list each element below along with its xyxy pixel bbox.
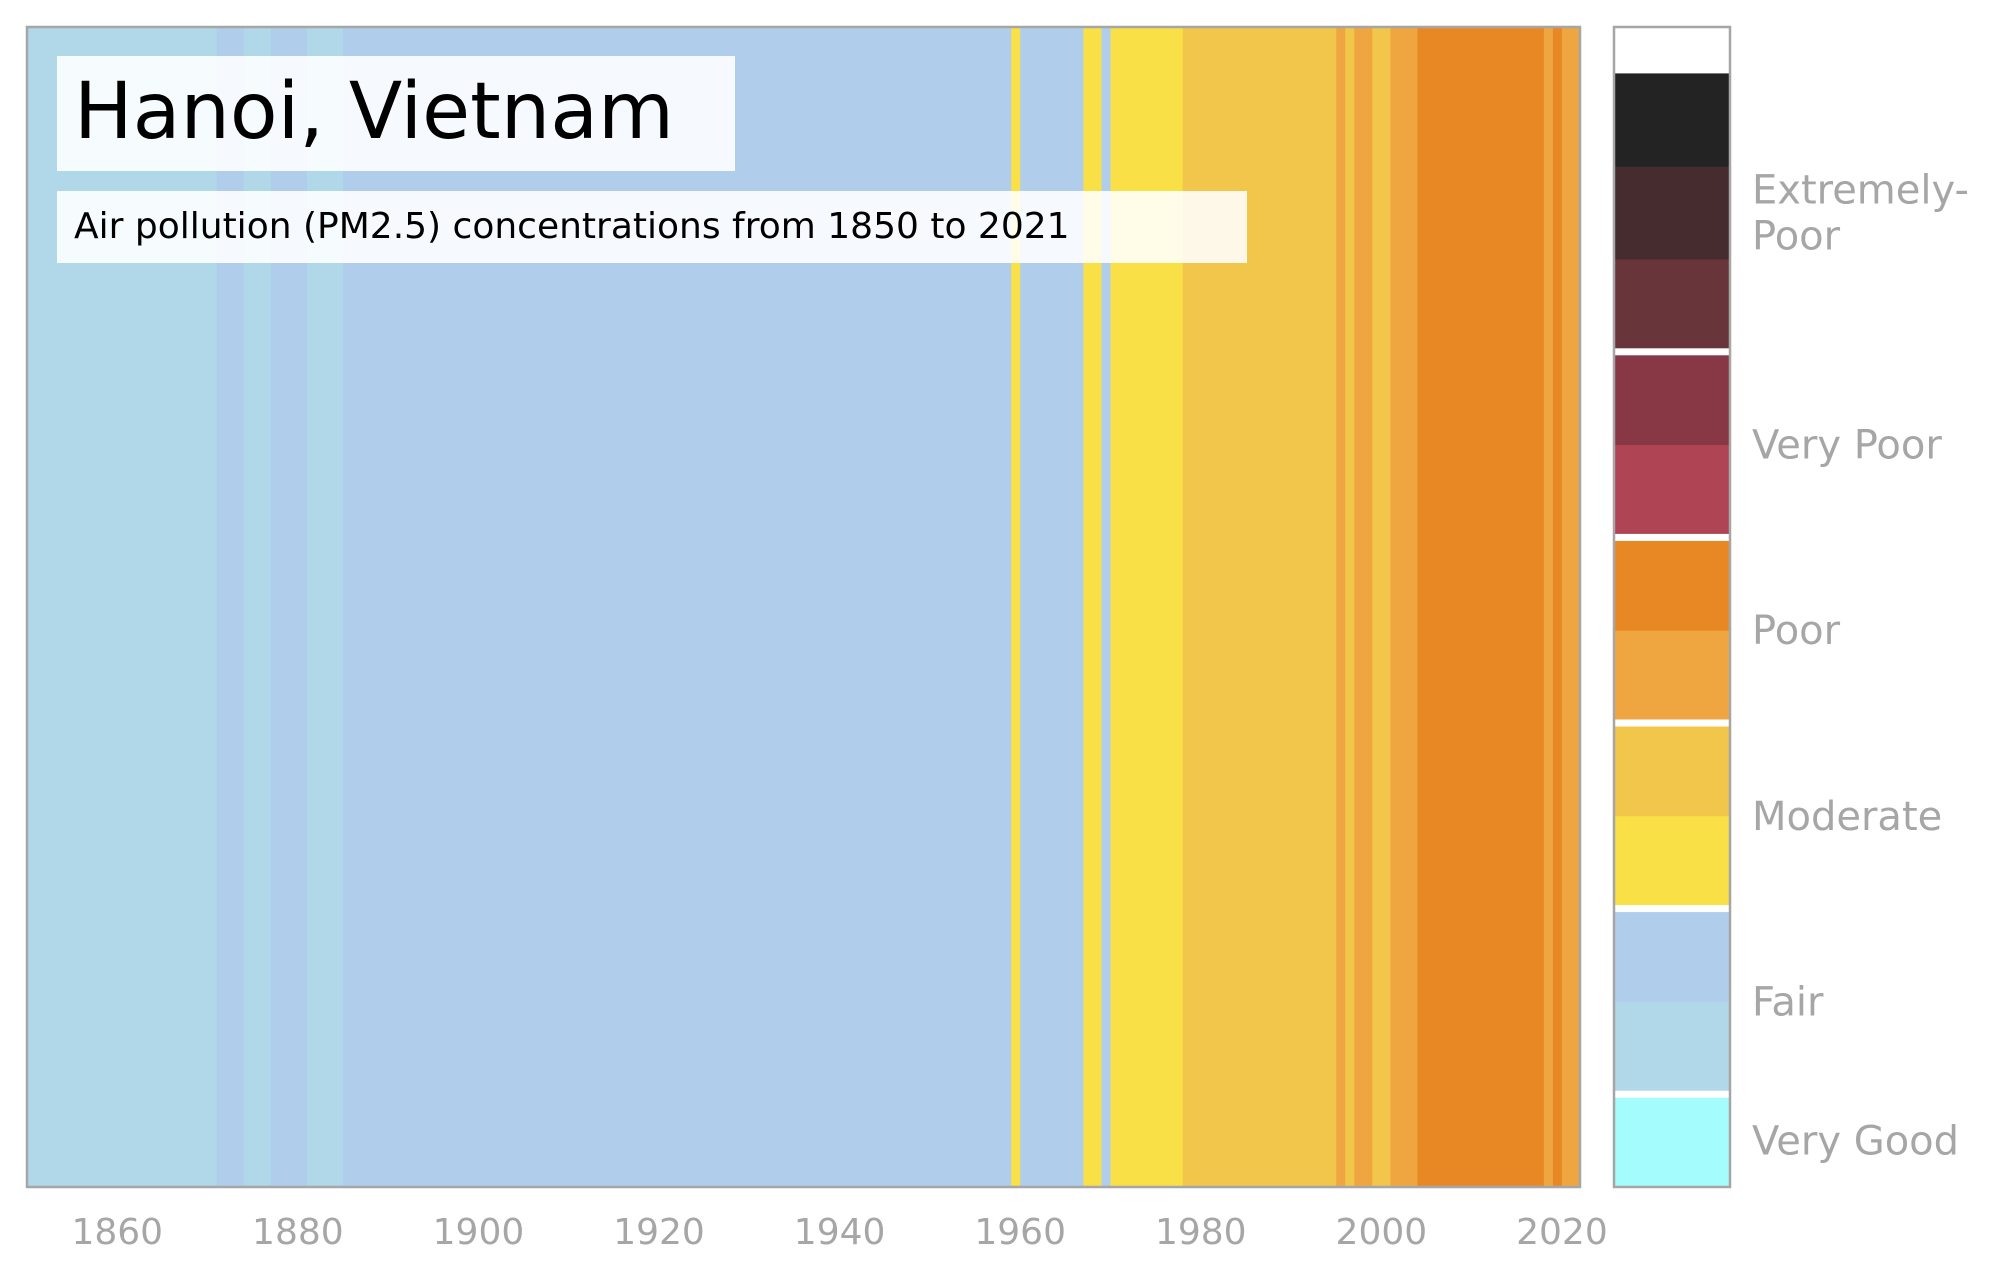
legend-swatch (1614, 351, 1730, 446)
x-tick-label: 1860 (71, 1212, 163, 1253)
stripe-1996-1997 (1345, 27, 1355, 1187)
x-axis-ticks: 1860 1880 1900 1920 1940 1960 1980 2000 2020 (71, 1212, 1607, 1253)
x-tick-label: 2020 (1516, 1212, 1608, 1253)
legend-swatch (1614, 259, 1730, 353)
x-tick-label: 1880 (252, 1212, 344, 1253)
stripe-2018-2019 (1543, 27, 1554, 1187)
legend-label: Poor (1752, 608, 1841, 654)
x-tick-label: 1920 (613, 1212, 705, 1253)
stripe-2019-2020 (1552, 27, 1563, 1187)
stripe-2020-2022 (1561, 27, 1581, 1187)
legend-swatch (1614, 444, 1730, 538)
chart-title: Hanoi, Vietnam (74, 67, 674, 157)
stripe-1997-1999 (1354, 27, 1373, 1187)
legend-separator (1614, 1090, 1730, 1098)
plot-frame (25, 25, 1582, 1189)
legend-swatch (1614, 537, 1730, 631)
legend-label: Extremely-Poor (1752, 168, 1969, 260)
x-tick-label: 1960 (974, 1212, 1066, 1253)
legend-label: Moderate (1752, 794, 1942, 840)
stripe-1967-1969 (1083, 27, 1102, 1187)
legend-swatch (1614, 815, 1730, 910)
title-box (57, 56, 735, 171)
legend-frame (1612, 25, 1732, 1189)
x-tick-label: 1900 (433, 1212, 525, 1253)
legend-swatch (1614, 73, 1730, 167)
legend-separator (1614, 533, 1730, 541)
legend-separator (1614, 905, 1730, 913)
legend-swatch (1614, 630, 1730, 724)
legend-label: Fair (1752, 979, 1824, 1025)
legend-swatch (1614, 723, 1730, 817)
x-tick-label: 2000 (1336, 1212, 1428, 1253)
legend-swatch (1614, 908, 1730, 1002)
stripe-1999-2001 (1372, 27, 1391, 1187)
subtitle-box (57, 191, 1247, 263)
legend-label: Very Poor (1752, 423, 1942, 469)
x-tick-label: 1940 (794, 1212, 886, 1253)
legend-separator (1614, 348, 1730, 356)
legend-swatch (1614, 1094, 1730, 1188)
stripe-2004-2018 (1417, 27, 1545, 1187)
legend-swatch (1614, 166, 1730, 260)
x-tick-label: 1980 (1155, 1212, 1247, 1253)
stripe-1969-1970 (1101, 27, 1111, 1187)
stripe-2001-2004 (1390, 27, 1418, 1187)
chart-subtitle: Air pollution (PM2.5) concentrations fro… (74, 206, 1070, 247)
colorbar-legend: Very Good Fair Moderate Poor Very Poor Extrem… (1612, 25, 1969, 1189)
stripe-1995-1996 (1336, 27, 1346, 1187)
legend-separator (1614, 719, 1730, 727)
legend-swatch (1614, 1001, 1730, 1095)
legend-label: Very Good (1752, 1119, 1959, 1165)
stripe-1959-1960 (1011, 27, 1021, 1187)
